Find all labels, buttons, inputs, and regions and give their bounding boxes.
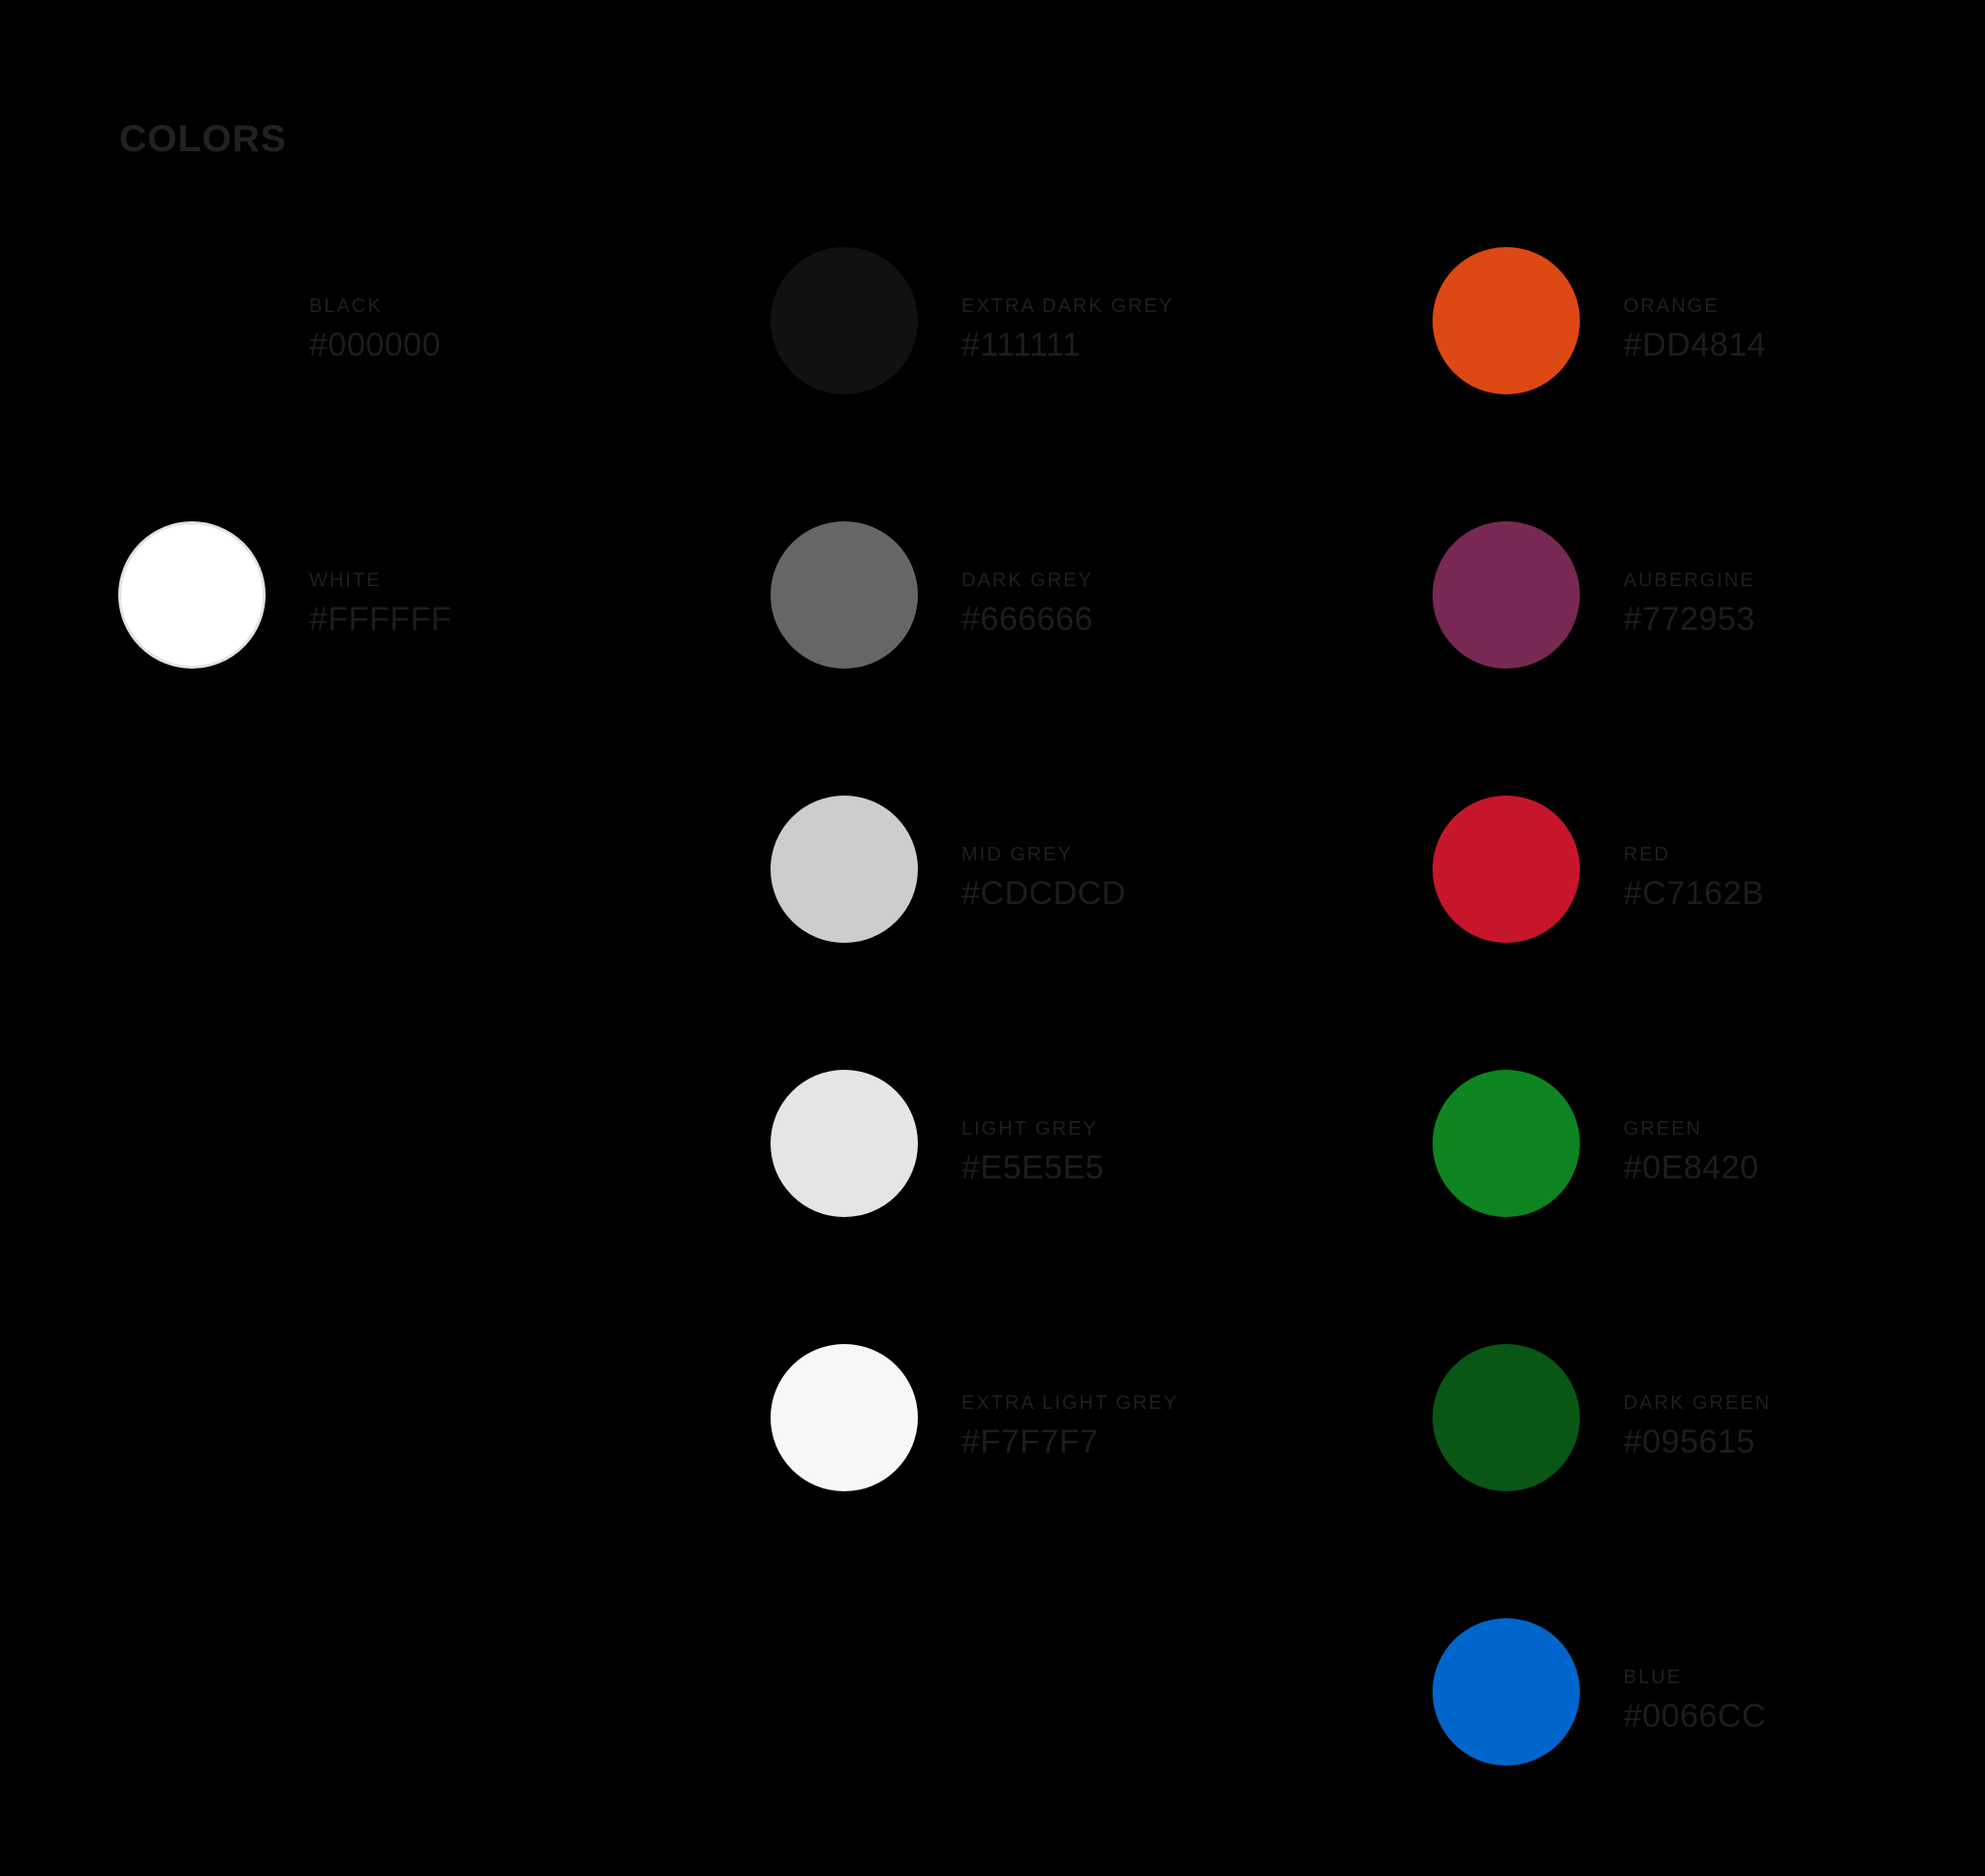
swatch-name: DARK GREY (961, 569, 1093, 591)
swatch-name: LIGHT GREY (961, 1117, 1098, 1140)
swatch-labels: BLUE #0066CC (1623, 1649, 1766, 1735)
swatch-labels: DARK GREY #666666 (961, 552, 1093, 639)
swatch-name: WHITE (309, 569, 382, 591)
swatch-labels: RED #C7162B (1623, 827, 1764, 913)
swatch-orange: ORANGE #DD4814 (1433, 247, 1766, 394)
swatch-extra-light-grey: EXTRA LIGHT GREY #F7F7F7 (771, 1344, 1179, 1491)
swatch-circle-red (1433, 796, 1580, 943)
swatch-hex-code: #111111 (961, 326, 1082, 363)
swatch-dark-grey: DARK GREY #666666 (771, 521, 1093, 669)
swatch-light-grey: LIGHT GREY #E5E5E5 (771, 1070, 1104, 1217)
swatch-blue: BLUE #0066CC (1433, 1618, 1766, 1766)
swatch-red: RED #C7162B (1433, 796, 1764, 943)
swatch-name: BLACK (309, 295, 383, 317)
swatch-hex-code: #C7162B (1623, 874, 1765, 912)
swatch-hex-code: #772953 (1623, 600, 1755, 638)
swatch-extra-dark-grey: EXTRA DARK GREY #111111 (771, 247, 1174, 394)
swatch-circle-aubergine (1433, 521, 1580, 669)
swatch-labels: ORANGE #DD4814 (1623, 278, 1766, 364)
swatch-labels: DARK GREEN #095615 (1623, 1375, 1771, 1461)
swatch-hex-code: #E5E5E5 (961, 1148, 1105, 1186)
swatch-circle-green (1433, 1070, 1580, 1217)
swatch-name: DARK GREEN (1623, 1391, 1772, 1414)
swatch-name: BLUE (1623, 1666, 1683, 1688)
swatch-circle-extra-light-grey (771, 1344, 918, 1491)
swatch-circle-mid-grey (771, 796, 918, 943)
swatch-labels: MID GREY #CDCDCD (961, 827, 1126, 913)
swatch-black: BLACK #000000 (118, 247, 441, 394)
swatch-hex-code: #CDCDCD (961, 874, 1126, 912)
swatch-name: EXTRA LIGHT GREY (961, 1391, 1179, 1414)
swatch-hex-code: #095615 (1623, 1423, 1755, 1460)
swatch-hex-code: #000000 (309, 326, 441, 363)
swatch-name: GREEN (1623, 1117, 1703, 1140)
swatch-circle-light-grey (771, 1070, 918, 1217)
swatch-name: AUBERGINE (1623, 569, 1755, 591)
swatch-circle-blue (1433, 1618, 1580, 1766)
swatch-labels: WHITE #FFFFFF (309, 552, 452, 639)
swatch-circle-white (118, 521, 266, 669)
swatch-labels: GREEN #0E8420 (1623, 1101, 1759, 1187)
swatch-labels: LIGHT GREY #E5E5E5 (961, 1101, 1104, 1187)
swatch-name: ORANGE (1623, 295, 1719, 317)
swatch-hex-code: #DD4814 (1623, 326, 1767, 363)
swatch-circle-dark-green (1433, 1344, 1580, 1491)
swatch-name: RED (1623, 843, 1671, 865)
swatch-labels: EXTRA LIGHT GREY #F7F7F7 (961, 1375, 1179, 1461)
swatch-white: WHITE #FFFFFF (118, 521, 452, 669)
swatch-circle-orange (1433, 247, 1580, 394)
swatch-labels: AUBERGINE #772953 (1623, 552, 1755, 639)
swatch-labels: EXTRA DARK GREY #111111 (961, 278, 1174, 364)
swatch-labels: BLACK #000000 (309, 278, 441, 364)
swatch-hex-code: #F7F7F7 (961, 1423, 1099, 1460)
swatch-circle-black (118, 247, 266, 394)
swatch-name: EXTRA DARK GREY (961, 295, 1174, 317)
swatch-name: MID GREY (961, 843, 1073, 865)
swatch-hex-code: #FFFFFF (309, 600, 453, 638)
swatch-dark-green: DARK GREEN #095615 (1433, 1344, 1771, 1491)
swatch-hex-code: #0066CC (1623, 1697, 1767, 1735)
swatch-circle-extra-dark-grey (771, 247, 918, 394)
swatch-hex-code: #0E8420 (1623, 1148, 1759, 1186)
page-title: COLORS (119, 118, 287, 160)
swatch-aubergine: AUBERGINE #772953 (1433, 521, 1755, 669)
swatch-green: GREEN #0E8420 (1433, 1070, 1759, 1217)
swatch-hex-code: #666666 (961, 600, 1093, 638)
swatch-circle-dark-grey (771, 521, 918, 669)
swatch-mid-grey: MID GREY #CDCDCD (771, 796, 1126, 943)
